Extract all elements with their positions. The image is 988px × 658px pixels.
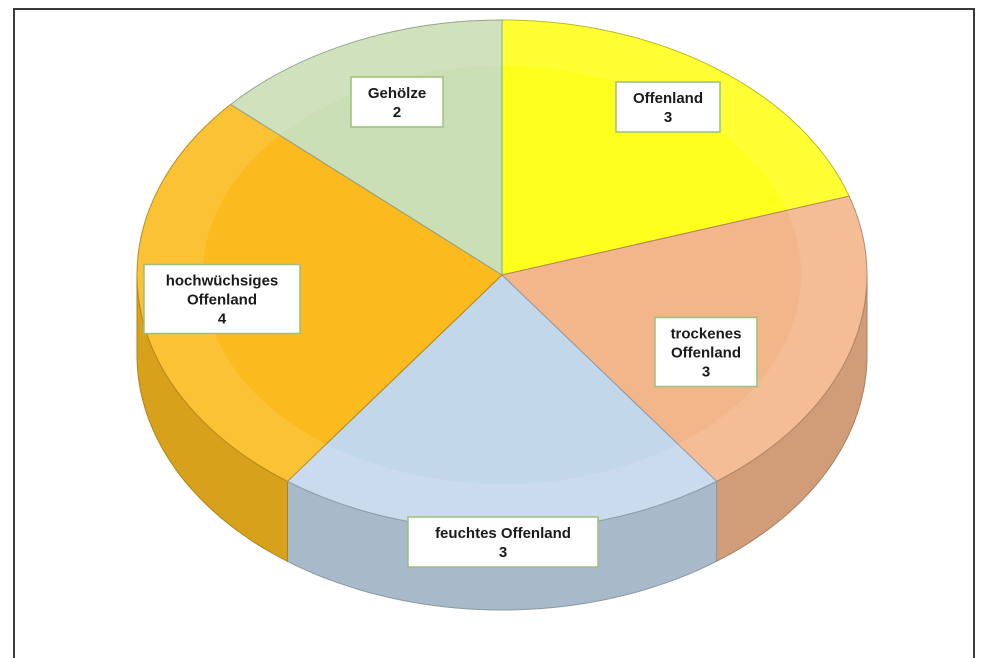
data-label-category: hochwüchsiges — [166, 273, 279, 290]
data-label-value: 2 — [393, 104, 401, 121]
data-label-value: 3 — [702, 364, 710, 381]
pie-slice-1 — [501, 19, 850, 276]
pie-bevel-1 — [502, 20, 850, 211]
data-label-box — [654, 316, 758, 388]
pie-top — [136, 19, 868, 531]
data-label-1: Offenland 3 — [615, 81, 721, 133]
data-label-value: 3 — [499, 544, 507, 561]
pie-bevel-3 — [287, 444, 717, 530]
data-label-value: 3 — [664, 109, 672, 126]
data-label-box — [143, 263, 301, 335]
data-label-box — [407, 516, 599, 568]
data-label-box — [615, 81, 721, 133]
data-label-category: Gehölze — [368, 85, 426, 102]
data-label-category: trockenes — [671, 326, 742, 343]
pie-bevel-2 — [677, 196, 867, 482]
data-label-category: Offenland — [671, 345, 741, 362]
data-label-box — [350, 76, 444, 128]
data-label-2: trockenes Offenland 3 — [654, 316, 758, 388]
data-label-5: Gehölze 2 — [350, 76, 444, 128]
pie-slice-4 — [136, 103, 503, 482]
data-label-3: feuchtes Offenland 3 — [407, 516, 599, 568]
data-label-value: 4 — [218, 311, 227, 328]
data-label-category: Offenland — [633, 90, 703, 107]
data-label-category: Offenland — [187, 292, 257, 309]
data-label-category: feuchtes Offenland — [435, 525, 571, 542]
data-label-4: hochwüchsiges Offenland 4 — [143, 263, 301, 335]
pie-bevel-4 — [137, 104, 327, 482]
